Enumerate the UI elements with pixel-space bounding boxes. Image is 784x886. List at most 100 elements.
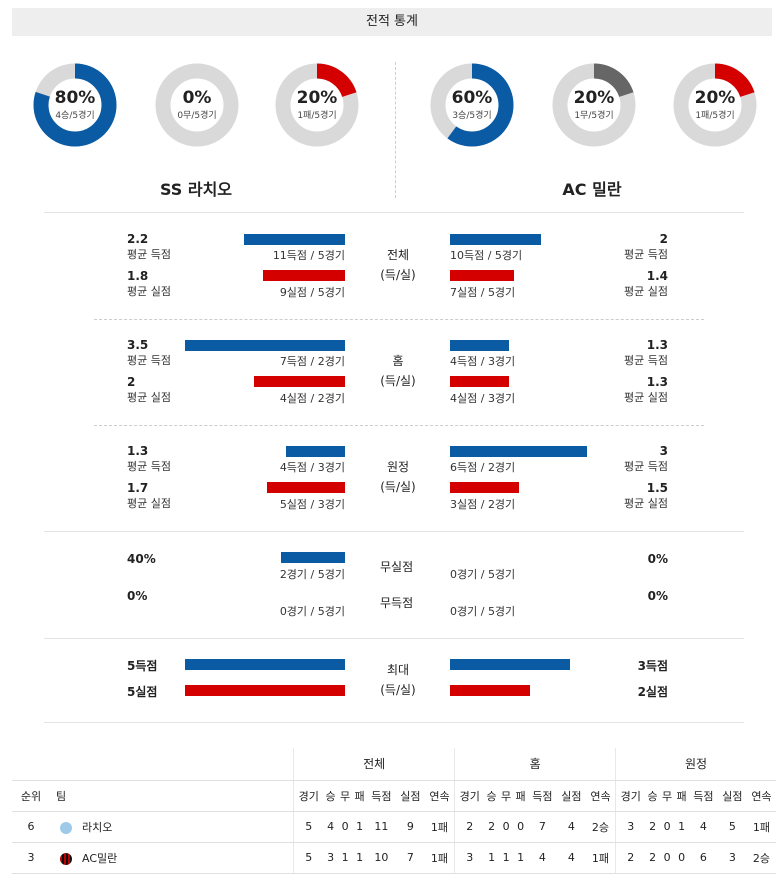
right-no-goal-caption: 0경기 / 5경기 (450, 605, 516, 618)
column-header: 연속 (585, 780, 616, 812)
stat-cell: 5 (293, 811, 324, 843)
right-avg-score-label: 평균 득점 (624, 460, 668, 473)
column-header: 경기 (454, 780, 485, 812)
lazio-eagle-icon (60, 821, 72, 834)
left-score-bar (285, 446, 345, 457)
stat-cell: 0 (674, 842, 689, 874)
right-avg-concede-label: 평균 실점 (624, 497, 668, 510)
left-score-bar (244, 234, 345, 245)
no-goal-title: 무득점 (380, 596, 414, 610)
left-avg-score-label: 평균 득점 (127, 460, 171, 473)
stat-cell: 4 (688, 811, 718, 843)
stat-cell: 2 (615, 842, 646, 874)
left-concede-caption: 4실점 / 2경기 (279, 392, 345, 405)
milan-crest-icon (60, 852, 72, 865)
team-cell[interactable]: AC밀란 (50, 842, 294, 874)
column-header: 실점 (717, 780, 747, 812)
donut-ring (430, 63, 514, 147)
left-concede-caption: 5실점 / 3경기 (279, 498, 345, 511)
section-title-sub: (득/실) (380, 268, 416, 282)
donut-segment (33, 63, 117, 147)
stat-cell: 2 (454, 811, 485, 843)
donut-chart: 0% 0무/5경기 (154, 62, 240, 148)
donut-caption: 3승/5경기 (452, 111, 492, 121)
stat-cell: 1 (498, 842, 514, 874)
left-max-score-bar (185, 659, 345, 670)
donut-percent: 80% (54, 88, 96, 108)
left-avg-score-value: 2.2 (127, 232, 149, 246)
stat-cell: 2 (645, 811, 660, 843)
right-avg-concede-value: 1.3 (646, 375, 668, 389)
donut-segment (673, 63, 757, 147)
donut-caption: 1무/5경기 (574, 111, 614, 121)
donut-caption: 1패/5경기 (695, 111, 735, 121)
stat-cell: 2승 (746, 842, 776, 874)
stat-cell: 6 (688, 842, 718, 874)
stat-cell: 1 (674, 811, 689, 843)
group-away: 원정 (615, 748, 776, 781)
team-cell[interactable]: 라치오 (50, 811, 294, 843)
donut-segment (275, 63, 359, 147)
donut-chart: 20% 1패/5경기 (274, 62, 360, 148)
right-max-concede: 2실점 (637, 685, 668, 699)
right-team-name: AC 밀란 (562, 180, 622, 199)
left-max-concede-bar (185, 685, 345, 696)
divider (44, 722, 744, 723)
section-title: 전체 (득/실) (358, 245, 438, 285)
left-avg-score-value: 3.5 (127, 338, 149, 352)
section-title-sub: (득/실) (380, 480, 416, 494)
stat-cell: 1패 (424, 842, 455, 874)
donut-caption: 1패/5경기 (297, 111, 337, 121)
column-header: 무 (337, 780, 353, 812)
team-name: 라치오 (82, 820, 113, 834)
left-no-goal-caption: 0경기 / 5경기 (279, 605, 345, 618)
donut-segment (430, 63, 514, 147)
divider (44, 531, 744, 532)
column-header: 무 (498, 780, 514, 812)
rank-cell: 6 (12, 811, 50, 843)
right-concede-bar (450, 270, 514, 281)
stat-cell: 4 (556, 811, 586, 843)
section-title-sub: (득/실) (380, 683, 416, 697)
left-avg-concede-label: 평균 실점 (127, 497, 171, 510)
stat-cell: 0 (498, 811, 514, 843)
donut-caption: 4승/5경기 (55, 111, 95, 121)
donut-segment (552, 63, 636, 147)
column-header: 패 (674, 780, 689, 812)
team-divider (395, 62, 396, 198)
right-avg-score-value: 3 (659, 444, 668, 458)
stat-cell: 11 (366, 811, 396, 843)
stat-cell: 5 (293, 842, 324, 874)
stat-cell: 1패 (585, 842, 616, 874)
divider (94, 425, 704, 426)
stat-cell: 2승 (585, 811, 616, 843)
column-header: 승 (484, 780, 499, 812)
column-header: 득점 (366, 780, 396, 812)
stat-cell: 7 (527, 811, 557, 843)
stat-cell: 1 (352, 811, 367, 843)
left-no-goal-value: 0% (127, 589, 148, 603)
section-title-main: 전체 (386, 248, 410, 262)
right-concede-bar (450, 376, 510, 387)
right-no-goal-value: 0% (647, 589, 668, 603)
donut-chart: 80% 4승/5경기 (32, 62, 118, 148)
right-avg-concede-value: 1.5 (646, 481, 668, 495)
section-title-main: 원정 (386, 460, 410, 474)
stat-cell: 2 (645, 842, 660, 874)
right-avg-score-label: 평균 득점 (624, 248, 668, 261)
column-header: 패 (352, 780, 367, 812)
section-title-main: 최대 (386, 663, 410, 677)
column-header: 실점 (556, 780, 586, 812)
stat-cell: 1 (352, 842, 367, 874)
right-score-bar (450, 446, 588, 457)
stat-cell: 0 (513, 811, 528, 843)
right-avg-concede-label: 평균 실점 (624, 391, 668, 404)
left-concede-bar (267, 482, 345, 493)
right-concede-caption: 4실점 / 3경기 (450, 392, 516, 405)
divider (94, 319, 704, 320)
stat-cell: 0 (659, 811, 675, 843)
right-concede-bar (450, 482, 519, 493)
donut-percent: 20% (296, 88, 338, 108)
column-header: 승 (645, 780, 660, 812)
left-score-caption: 7득점 / 2경기 (279, 355, 345, 368)
